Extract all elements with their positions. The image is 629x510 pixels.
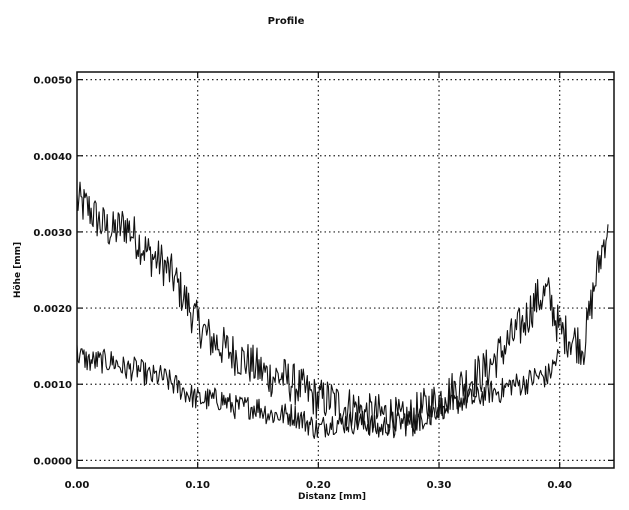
x-ticks: 0.00 0.10 0.20 0.30 0.40 [65, 72, 572, 491]
chart-title: Profile [268, 16, 305, 27]
x-tick-label: 0.00 [65, 480, 90, 491]
x-tick-label: 0.20 [306, 480, 331, 491]
y-tick-label: 0.0020 [33, 304, 72, 315]
profile-series-line [76, 345, 561, 439]
x-axis-label: Distanz [mm] [298, 492, 366, 502]
y-tick-label: 0.0040 [33, 152, 72, 163]
y-ticks: 0.0000 0.0010 0.0020 0.0030 0.0040 0.0050 [33, 76, 614, 467]
y-tick-label: 0.0030 [33, 228, 72, 239]
plot-frame [76, 71, 615, 469]
data-series [76, 181, 609, 439]
x-tick-label: 0.10 [185, 480, 210, 491]
x-tick-label: 0.30 [427, 480, 452, 491]
profile-series-line [76, 181, 609, 439]
y-tick-label: 0.0050 [33, 76, 72, 87]
x-tick-label: 0.40 [547, 480, 572, 491]
y-tick-label: 0.0000 [33, 456, 72, 467]
y-tick-label: 0.0010 [33, 380, 72, 391]
y-axis-label: Höhe [mm] [13, 242, 23, 298]
